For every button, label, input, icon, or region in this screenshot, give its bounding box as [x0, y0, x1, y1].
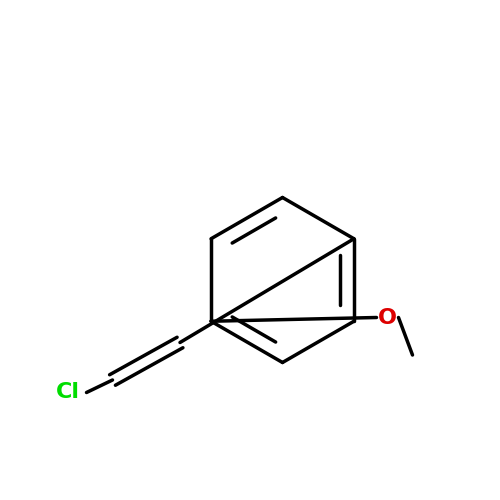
Text: O: O — [378, 308, 397, 328]
Text: Cl: Cl — [56, 382, 80, 402]
